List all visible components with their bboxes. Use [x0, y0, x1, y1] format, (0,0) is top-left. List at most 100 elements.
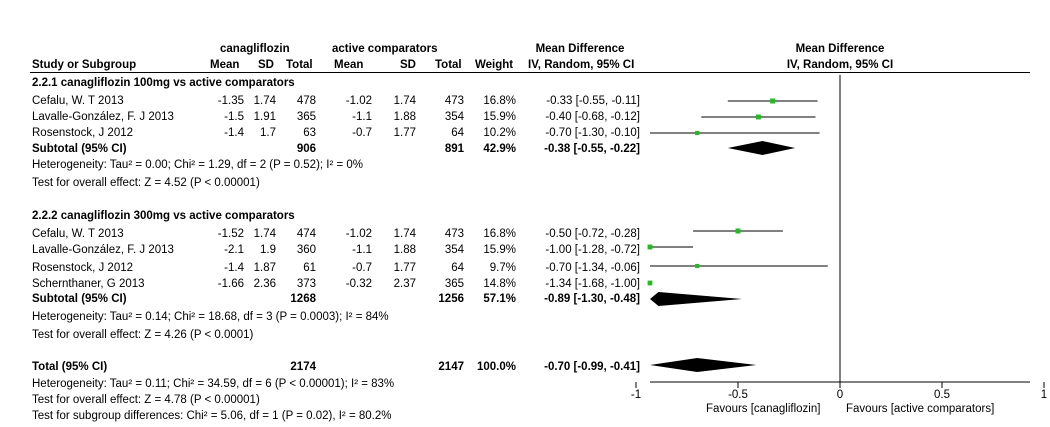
- heterogeneity-text: Heterogeneity: Tau² = 0.14; Chi² = 18.68…: [32, 311, 389, 323]
- sd1: 1.7: [260, 127, 276, 139]
- weight: 16.8%: [483, 228, 516, 240]
- sd2: 1.77: [393, 127, 416, 139]
- sd1: 1.74: [253, 228, 276, 240]
- weight: 14.8%: [483, 278, 516, 290]
- total1: 373: [296, 278, 316, 290]
- study-point: [647, 280, 653, 286]
- mean2: -1.02: [345, 95, 372, 107]
- study-point: [695, 263, 700, 269]
- heterogeneity-text: Heterogeneity: Tau² = 0.00; Chi² = 1.29,…: [32, 159, 364, 171]
- total-total2: 2147: [438, 361, 464, 373]
- x-tick-label: 0.5: [934, 389, 950, 401]
- total-ci: -0.70 [-0.99, -0.41]: [544, 361, 640, 373]
- total2: 354: [444, 244, 464, 256]
- total1: 63: [303, 127, 316, 139]
- weight: 15.9%: [483, 111, 516, 123]
- study-name: Cefalu, W. T 2013: [32, 228, 124, 240]
- mean1-col-header: Mean: [210, 59, 240, 71]
- md-ci: -0.40 [-0.68, -0.12]: [545, 111, 640, 123]
- mean1: -1.4: [224, 262, 244, 274]
- sd2-col-header: SD: [400, 59, 416, 71]
- weight: 16.8%: [483, 95, 516, 107]
- subtotal-ci: -0.38 [-0.55, -0.22]: [544, 143, 640, 155]
- total2: 64: [451, 127, 464, 139]
- study-col-header: Study or Subgroup: [32, 59, 137, 71]
- summary-diamond: [650, 358, 757, 372]
- subtotal-total1: 1268: [290, 293, 316, 305]
- mean2: -1.1: [352, 111, 372, 123]
- weight: 9.7%: [489, 262, 516, 274]
- total1: 365: [296, 111, 316, 123]
- total2: 473: [444, 228, 464, 240]
- plot-subheader: IV, Random, 95% CI: [786, 59, 894, 71]
- weight: 10.2%: [483, 127, 516, 139]
- study-name: Schernthaner, G 2013: [32, 278, 145, 290]
- favours-left-label: Favours [canagliflozin]: [706, 403, 821, 415]
- mean1: -1.5: [224, 111, 244, 123]
- md-ci: -0.33 [-0.55, -0.11]: [546, 95, 640, 107]
- study-name: Rosenstock, J 2012: [32, 262, 134, 274]
- total-weight: 100.0%: [476, 361, 516, 373]
- sd1: 1.87: [253, 262, 276, 274]
- subgroup-title: 2.2.2 canagliflozin 300mg vs active comp…: [32, 210, 295, 222]
- sd2: 1.74: [393, 95, 416, 107]
- mean1: -1.52: [217, 228, 244, 240]
- study-name: Lavalle-González, F. J 2013: [32, 111, 174, 123]
- study-name: Lavalle-González, F. J 2013: [32, 244, 174, 256]
- sd1-col-header: SD: [258, 59, 274, 71]
- mean2: -0.7: [352, 262, 372, 274]
- x-tick-label: 1: [1041, 389, 1047, 401]
- study-point: [647, 244, 653, 250]
- md-ci: -0.50 [-0.72, -0.28]: [545, 228, 640, 240]
- subtotal-weight: 42.9%: [483, 143, 516, 155]
- mean1: -1.66: [217, 278, 244, 290]
- footer-heterogeneity: Heterogeneity: Tau² = 0.11; Chi² = 34.59…: [32, 378, 395, 390]
- md-ci: -1.34 [-1.68, -1.00]: [545, 278, 640, 290]
- overall-effect-text: Test for overall effect: Z = 4.26 (P < 0…: [32, 329, 254, 341]
- sd2: 2.37: [393, 278, 416, 290]
- total2-col-header: Total: [435, 59, 462, 71]
- mean2: -0.7: [352, 127, 372, 139]
- subtotal-label: Subtotal (95% CI): [32, 293, 127, 305]
- sd2: 1.77: [393, 262, 416, 274]
- subtotal-total1: 906: [296, 143, 316, 155]
- x-tick-label: -1: [631, 389, 641, 401]
- sd2: 1.74: [393, 228, 416, 240]
- total-total1: 2174: [290, 361, 316, 373]
- total1: 478: [296, 95, 316, 107]
- subtotal-label: Subtotal (95% CI): [32, 143, 127, 155]
- study-point: [770, 98, 776, 104]
- total2: 365: [444, 278, 464, 290]
- header-rule: [30, 72, 1030, 73]
- mean2: -1.1: [352, 244, 372, 256]
- mean2: -0.32: [345, 278, 372, 290]
- subtotal-total2: 1256: [438, 293, 464, 305]
- mean1: -1.35: [217, 95, 244, 107]
- total1-col-header: Total: [286, 59, 313, 71]
- summary-diamond: [727, 141, 796, 155]
- sd1: 1.9: [260, 244, 276, 256]
- sd2: 1.88: [393, 244, 416, 256]
- footer-overall-effect: Test for overall effect: Z = 4.78 (P < 0…: [32, 394, 260, 406]
- md-ci: -1.00 [-1.28, -0.72]: [545, 244, 640, 256]
- total1: 474: [296, 228, 316, 240]
- summary-diamond: [650, 292, 743, 306]
- md-ci: -0.70 [-1.30, -0.10]: [545, 127, 640, 139]
- mean2: -1.02: [345, 228, 372, 240]
- study-point: [695, 130, 700, 136]
- total1: 360: [296, 244, 316, 256]
- group2-header: active comparators: [332, 43, 438, 55]
- subtotal-weight: 57.1%: [483, 293, 516, 305]
- study-point: [755, 114, 761, 120]
- plot-header: Mean Difference: [795, 43, 885, 55]
- group1-header: canagliflozin: [220, 43, 290, 55]
- footer-subgroup-differences: Test for subgroup differences: Chi² = 5.…: [32, 410, 392, 422]
- study-name: Cefalu, W. T 2013: [32, 95, 124, 107]
- sd1: 1.91: [253, 111, 276, 123]
- total-label: Total (95% CI): [32, 361, 108, 373]
- total2: 354: [444, 111, 464, 123]
- study-point: [735, 228, 741, 234]
- md-subheader: IV, Random, 95% CI: [528, 59, 635, 71]
- favours-right-label: Favours [active comparators]: [846, 403, 995, 415]
- sd1: 2.36: [253, 278, 276, 290]
